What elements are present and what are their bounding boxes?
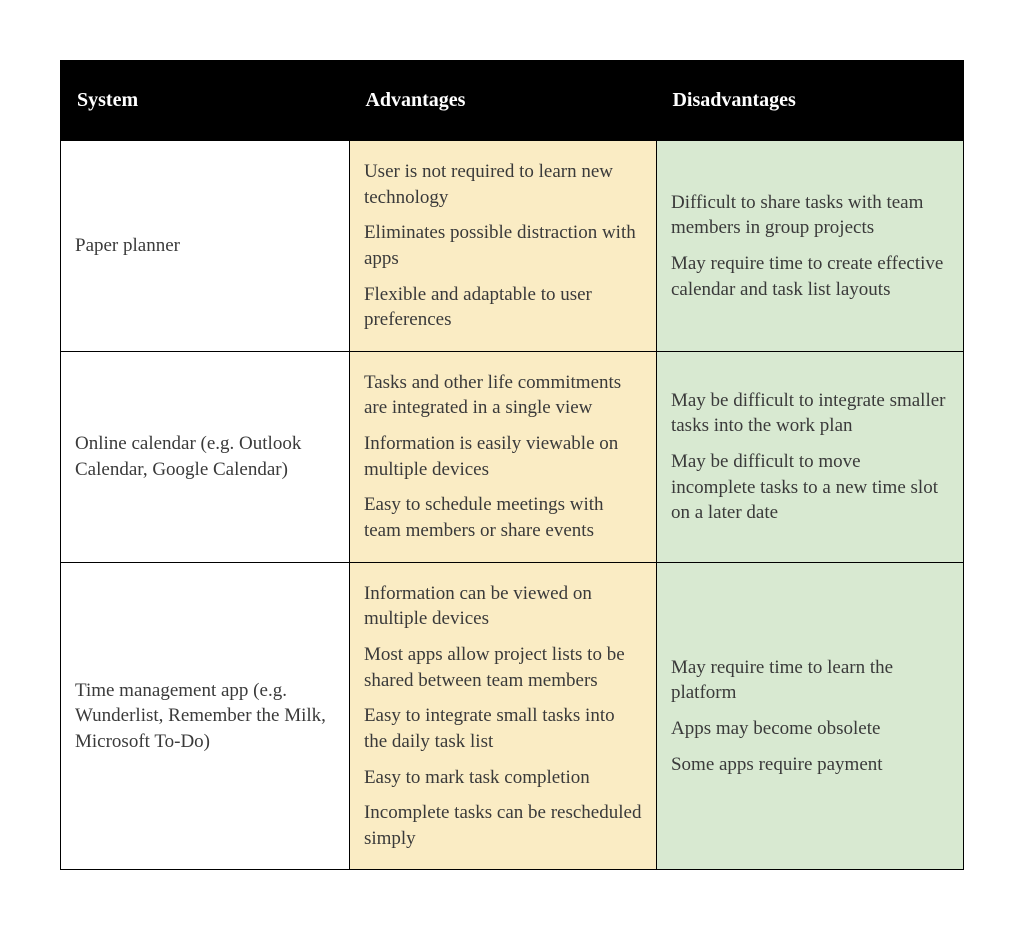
table-row: Paper planner User is not required to lea… [61, 141, 964, 352]
table-body: Paper planner User is not required to lea… [61, 141, 964, 870]
comparison-table: System Advantages Disadvantages Paper pl… [60, 60, 964, 870]
disadvantages-cell: May be difficult to integrate smaller ta… [656, 351, 963, 562]
advantage-item: Most apps allow project lists to be shar… [364, 642, 642, 693]
col-header-disadvantages: Disadvantages [656, 61, 963, 141]
disadvantage-item: Some apps require payment [671, 752, 949, 778]
advantage-item: User is not required to learn new techno… [364, 159, 642, 210]
advantage-item: Easy to schedule meetings with team memb… [364, 492, 642, 543]
advantage-item: Easy to integrate small tasks into the d… [364, 703, 642, 754]
disadvantages-cell: Difficult to share tasks with team membe… [656, 141, 963, 352]
advantages-cell: User is not required to learn new techno… [349, 141, 656, 352]
disadvantage-item: Apps may become obsolete [671, 716, 949, 742]
table-header-row: System Advantages Disadvantages [61, 61, 964, 141]
col-header-advantages: Advantages [349, 61, 656, 141]
advantage-item: Tasks and other life commitments are int… [364, 370, 642, 421]
advantage-item: Eliminates possible distraction with app… [364, 220, 642, 271]
advantages-cell: Information can be viewed on multiple de… [349, 562, 656, 870]
disadvantage-item: May require time to learn the platform [671, 655, 949, 706]
disadvantage-item: Difficult to share tasks with team membe… [671, 190, 949, 241]
advantages-cell: Tasks and other life commitments are int… [349, 351, 656, 562]
advantage-item: Information is easily viewable on multip… [364, 431, 642, 482]
disadvantages-cell: May require time to learn the platform Ap… [656, 562, 963, 870]
system-cell: Paper planner [61, 141, 350, 352]
disadvantage-item: May be difficult to integrate smaller ta… [671, 388, 949, 439]
table-row: Online calendar (e.g. Outlook Calendar, … [61, 351, 964, 562]
advantage-item: Incomplete tasks can be rescheduled simp… [364, 800, 642, 851]
disadvantage-item: May require time to create effective cal… [671, 251, 949, 302]
advantage-item: Flexible and adaptable to user preferenc… [364, 282, 642, 333]
system-cell: Online calendar (e.g. Outlook Calendar, … [61, 351, 350, 562]
advantage-item: Information can be viewed on multiple de… [364, 581, 642, 632]
table-row: Time management app (e.g. Wunderlist, Re… [61, 562, 964, 870]
col-header-system: System [61, 61, 350, 141]
system-cell: Time management app (e.g. Wunderlist, Re… [61, 562, 350, 870]
disadvantage-item: May be difficult to move incomplete task… [671, 449, 949, 526]
advantage-item: Easy to mark task completion [364, 765, 642, 791]
